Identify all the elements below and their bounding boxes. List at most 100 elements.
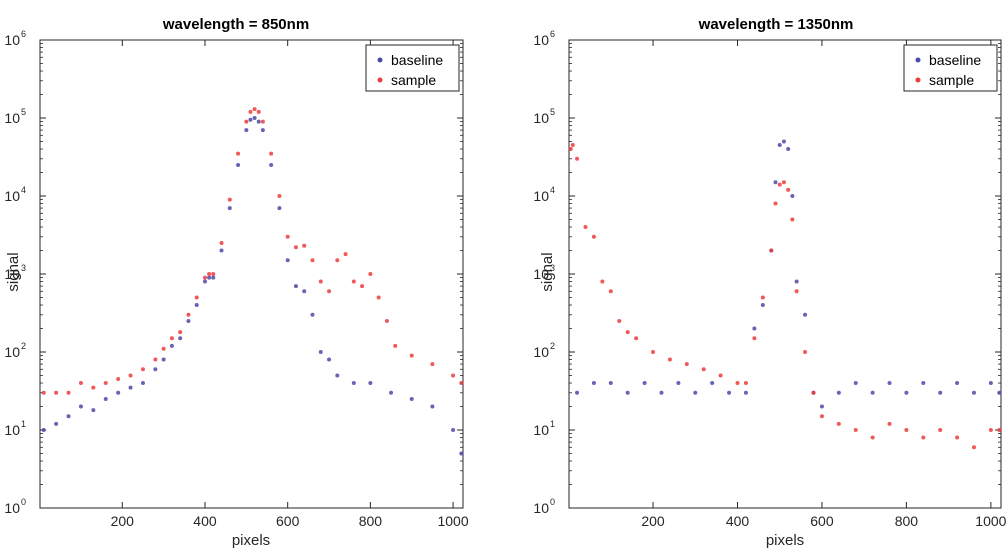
data-point — [575, 156, 580, 161]
data-point — [853, 428, 858, 432]
data-point — [248, 117, 253, 122]
data-point — [351, 279, 356, 284]
x-tick-label: 1000 — [975, 513, 1006, 529]
data-point — [178, 330, 183, 335]
y-tick-label-exponent: 5 — [550, 107, 555, 117]
x-tick-labels: 200 400 600 800 1000 — [111, 513, 469, 529]
data-point — [153, 357, 158, 362]
data-point — [971, 445, 976, 450]
data-point — [955, 435, 960, 440]
data-point — [128, 385, 133, 390]
y-tick-label-exponent: 0 — [550, 497, 555, 507]
data-point — [236, 162, 241, 167]
legend-box — [365, 44, 460, 92]
x-tick-label: 400 — [726, 513, 750, 529]
data-point — [667, 357, 672, 362]
data-point — [161, 357, 166, 362]
data-point — [790, 217, 795, 222]
data-point — [285, 258, 290, 263]
data-point — [608, 289, 613, 294]
y-tick-label-exponent: 3 — [550, 263, 555, 273]
data-point — [66, 414, 71, 419]
data-point — [186, 312, 191, 317]
data-point — [248, 109, 253, 114]
data-point — [575, 390, 580, 395]
x-tick-label: 600 — [810, 513, 834, 529]
y-tick-label: 10 — [4, 188, 20, 204]
data-point — [269, 162, 274, 167]
data-point — [211, 272, 216, 276]
data-point — [140, 367, 145, 372]
data-point — [451, 373, 456, 378]
data-point — [811, 390, 816, 395]
data-point — [393, 343, 398, 348]
data-point — [252, 116, 257, 120]
data-point — [78, 404, 83, 409]
data-point — [128, 373, 133, 378]
data-point — [41, 390, 46, 395]
x-axis-label: pixels — [232, 532, 270, 549]
data-point — [568, 147, 573, 152]
legend-label-sample: sample — [391, 72, 436, 88]
y-tick-label: 10 — [4, 344, 20, 360]
y-ticks — [40, 39, 463, 509]
data-point — [116, 377, 121, 382]
y-tick-label-exponent: 2 — [21, 341, 26, 351]
data-point — [227, 206, 232, 211]
data-point — [360, 284, 365, 289]
data-point — [997, 390, 1002, 395]
data-point — [786, 147, 791, 152]
data-point — [752, 336, 757, 341]
data-point — [625, 390, 630, 395]
data-point — [790, 194, 795, 198]
data-point — [194, 303, 199, 308]
chart-title: wavelength = 850nm — [162, 16, 309, 33]
legend-marker-sample — [915, 77, 921, 83]
data-point — [409, 396, 414, 401]
data-point — [194, 295, 199, 300]
data-point — [625, 330, 630, 335]
series-points — [41, 107, 464, 456]
data-point — [608, 381, 613, 386]
data-point — [887, 381, 892, 386]
y-tick-label: 10 — [533, 422, 549, 438]
data-point — [904, 428, 909, 432]
data-point — [78, 381, 83, 386]
data-point — [583, 225, 588, 230]
data-point — [773, 180, 778, 185]
data-point — [887, 421, 892, 426]
series-baseline — [41, 116, 464, 456]
y-tick-label: 10 — [533, 344, 549, 360]
y-tick-label: 10 — [4, 266, 20, 282]
data-point — [955, 381, 960, 386]
data-point — [904, 390, 909, 395]
series-sample — [41, 107, 464, 395]
data-point — [244, 119, 249, 124]
data-point — [459, 381, 464, 386]
y-tick-label-exponent: 3 — [21, 263, 26, 273]
data-point — [430, 362, 435, 367]
data-point — [921, 381, 926, 386]
data-point — [803, 350, 808, 354]
data-point — [591, 381, 596, 386]
data-point — [781, 180, 786, 185]
data-point — [41, 428, 46, 432]
data-point — [202, 279, 207, 284]
data-point — [997, 428, 1002, 432]
data-point — [54, 390, 59, 395]
data-point — [260, 119, 265, 124]
data-point — [302, 289, 307, 294]
data-point — [310, 312, 315, 317]
data-point — [293, 284, 298, 289]
data-point — [256, 109, 261, 114]
data-point — [116, 390, 121, 395]
data-point — [153, 367, 158, 372]
data-point — [219, 240, 224, 245]
data-point — [219, 248, 224, 253]
data-point — [161, 346, 166, 351]
data-point — [836, 421, 841, 426]
data-point — [207, 275, 212, 280]
data-point — [389, 390, 394, 395]
